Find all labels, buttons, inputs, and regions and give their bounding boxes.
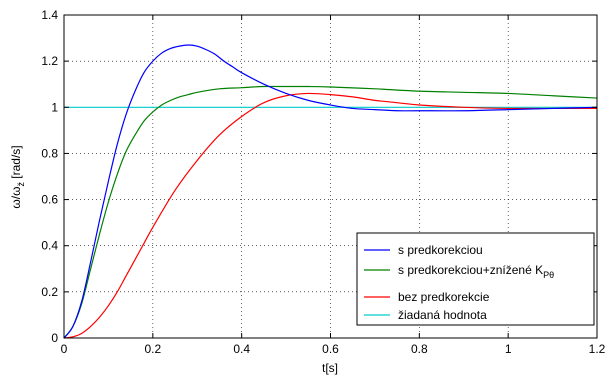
y-tick-label: 0.2	[41, 285, 58, 299]
series-layer	[63, 44, 598, 339]
legend-label-znizene-k: s predkorekciou+znížené KPθ	[398, 263, 554, 280]
y-tick-label: 1.4	[41, 8, 58, 22]
y-axis-label-prefix: ω/ω	[9, 187, 23, 209]
y-tick-label: 1.2	[41, 54, 58, 68]
legend-label-bez-predkorekcie: bez predkorekcie	[398, 290, 490, 304]
x-tick-label: 0.4	[233, 342, 250, 356]
y-axis-label: ω/ωž [rad/s]	[9, 145, 26, 208]
series-znizene-k	[63, 85, 598, 339]
ticks	[63, 14, 598, 339]
legend-box	[356, 232, 595, 326]
x-tick-label: 0.8	[411, 342, 428, 356]
legend: s predkorekciou s predkorekciou+znížené …	[356, 232, 595, 326]
legend-label-znizene-k-subscript: Pθ	[543, 270, 554, 280]
y-tick-label: 0	[51, 331, 58, 345]
x-tick-label: 1.2	[589, 342, 606, 356]
y-tick-label: 0.6	[41, 193, 58, 207]
y-tick-label: 1	[51, 100, 58, 114]
y-tick-label: 0.8	[41, 146, 58, 160]
tick-labels: 0 0.2 0.4 0.6 0.8 1 1.2 0 0.2 0.4 0.6 0.8 1 1.2 1.4	[41, 8, 605, 356]
legend-label-ziadana-hodnota: žiadaná hodnota	[398, 308, 487, 322]
legend-label-s-predkorekciou: s predkorekciou	[398, 243, 483, 257]
y-axis-label-subscript: ž	[16, 182, 26, 187]
series-s-predkorekciou	[63, 44, 598, 339]
y-tick-label: 0.4	[41, 239, 58, 253]
x-tick-label: 0.6	[322, 342, 339, 356]
x-tick-label: 0.2	[144, 342, 161, 356]
x-tick-label: 1	[505, 342, 512, 356]
x-tick-label: 0	[61, 342, 68, 356]
legend-label-znizene-k-main: s predkorekciou+znížené K	[398, 263, 543, 277]
x-axis-label: t[s]	[322, 361, 338, 375]
y-axis-label-suffix: [rad/s]	[9, 145, 23, 182]
series-bez-predkorekcie	[63, 92, 597, 339]
